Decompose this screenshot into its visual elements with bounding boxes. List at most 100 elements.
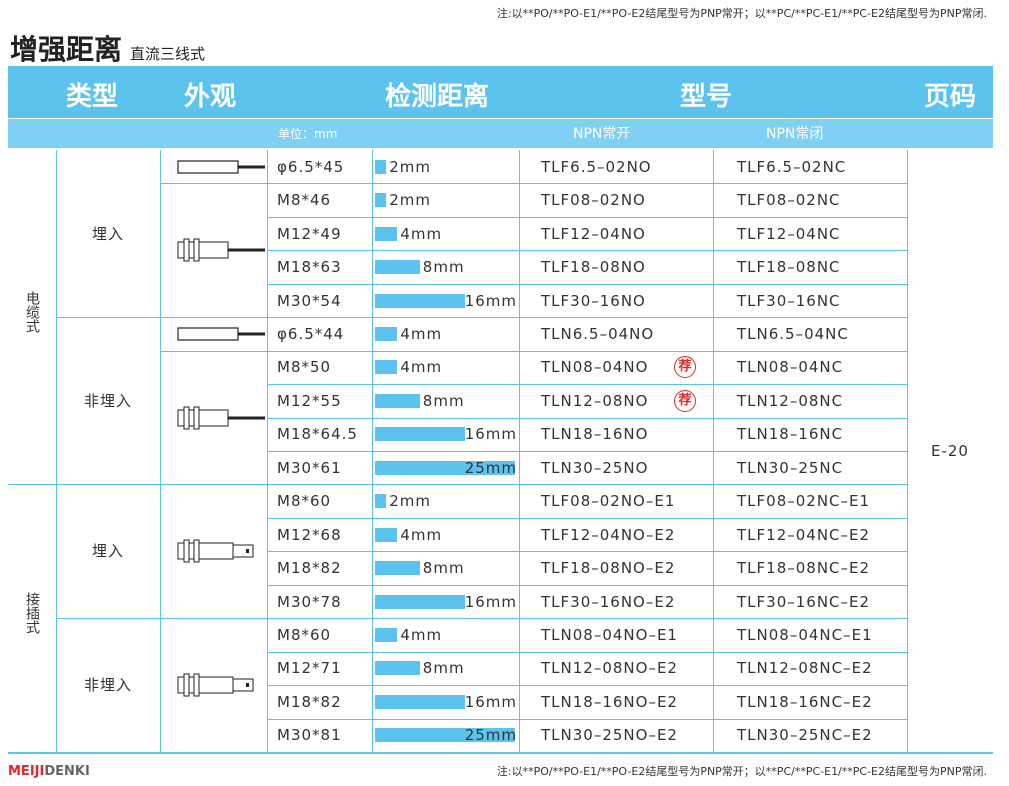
range-label: 16mm bbox=[464, 592, 517, 611]
model-nc: TLN12–08NC bbox=[737, 391, 844, 410]
range-label: 4mm bbox=[400, 324, 443, 343]
icon bbox=[177, 327, 265, 341]
model-nc: TLN30–25NC bbox=[737, 458, 844, 477]
icon bbox=[177, 160, 265, 174]
connection-type: 接插式 bbox=[24, 592, 40, 635]
size: M30*54 bbox=[277, 291, 342, 310]
model-no: TLN12–08NO–E2 bbox=[541, 659, 678, 678]
range-bar bbox=[375, 226, 398, 241]
rule bbox=[519, 150, 520, 752]
size: M8*46 bbox=[277, 191, 332, 210]
header-page: 页码 bbox=[924, 82, 977, 112]
model-no: TLN12–08NO bbox=[541, 391, 649, 410]
range-bar bbox=[375, 293, 465, 308]
footer-note: 注:以**PO/**PO-E1/**PO-E2结尾型号为PNP常开；以**PC/… bbox=[496, 765, 987, 778]
size: M8*60 bbox=[277, 625, 332, 644]
model-no: TLF30–16NO bbox=[541, 291, 646, 310]
size: M30*81 bbox=[277, 726, 342, 745]
header-model: 型号 bbox=[680, 82, 733, 112]
range-bar bbox=[375, 527, 398, 542]
badge: 荐 bbox=[674, 389, 696, 412]
brand-a: MEIJI bbox=[8, 764, 45, 779]
size: M18*82 bbox=[277, 559, 342, 578]
range-label: 8mm bbox=[422, 559, 465, 578]
header-range: 检测距离 bbox=[385, 82, 490, 112]
sensor-icon bbox=[160, 321, 267, 347]
connection-type: 电缆式 bbox=[24, 291, 40, 334]
model-nc: TLF12–04NC bbox=[737, 224, 841, 243]
size: M12*49 bbox=[277, 224, 342, 243]
rule bbox=[713, 150, 714, 752]
range-label: 4mm bbox=[400, 224, 443, 243]
range-bar bbox=[375, 159, 387, 174]
model-nc: TLF30–16NC bbox=[737, 291, 841, 310]
rule bbox=[267, 585, 907, 586]
rule bbox=[267, 652, 907, 653]
model-no: TLF6.5–02NO bbox=[541, 157, 652, 176]
rule bbox=[267, 451, 907, 452]
model-no: TLN08–04NO–E1 bbox=[541, 625, 678, 644]
model-nc: TLF18–08NC–E2 bbox=[737, 559, 871, 578]
rule bbox=[56, 618, 907, 619]
rule bbox=[267, 217, 907, 218]
rule bbox=[160, 351, 907, 352]
model-nc: TLF08–02NC bbox=[737, 191, 841, 210]
model-nc: TLN30–25NC–E2 bbox=[737, 726, 873, 745]
range-bar bbox=[375, 393, 420, 408]
range-label: 2mm bbox=[389, 191, 431, 210]
size: M8*60 bbox=[277, 492, 332, 511]
subheader-band bbox=[8, 119, 993, 148]
rule bbox=[267, 284, 907, 285]
model-no: TLF30–16NO–E2 bbox=[541, 592, 676, 611]
icon bbox=[177, 238, 265, 262]
header-appearance: 外观 bbox=[184, 82, 237, 112]
header-npn-nc: NPN常闭 bbox=[766, 126, 824, 142]
range-bar bbox=[375, 260, 420, 275]
model-nc: TLN18–16NC–E2 bbox=[737, 692, 873, 711]
sensor-icon bbox=[160, 538, 267, 564]
sensor-icon bbox=[160, 237, 267, 263]
size: M30*78 bbox=[277, 592, 342, 611]
rule bbox=[160, 183, 907, 184]
model-nc: TLN12–08NC–E2 bbox=[737, 659, 873, 678]
rule bbox=[267, 384, 907, 385]
model-no: TLN30–25NO bbox=[541, 458, 649, 477]
range-bar bbox=[375, 627, 398, 642]
range-bar bbox=[375, 360, 398, 375]
rule bbox=[267, 518, 907, 519]
range-label: 4mm bbox=[400, 358, 443, 377]
icon bbox=[177, 539, 254, 563]
rule bbox=[56, 150, 57, 752]
model-no: TLN18–16NO bbox=[541, 425, 649, 444]
model-nc: TLF30–16NC–E2 bbox=[737, 592, 871, 611]
sensor-icon bbox=[160, 672, 267, 698]
icon bbox=[177, 406, 265, 430]
rule bbox=[8, 484, 907, 485]
rule bbox=[907, 150, 908, 752]
range-bar bbox=[375, 427, 465, 442]
range-bar bbox=[375, 494, 387, 509]
rule bbox=[56, 317, 907, 318]
rule bbox=[267, 250, 907, 251]
rule bbox=[267, 150, 268, 752]
range-label: 25mm bbox=[464, 458, 517, 477]
brand-b: DENKI bbox=[44, 764, 90, 779]
size: M30*61 bbox=[277, 458, 342, 477]
range-label: 16mm bbox=[464, 425, 517, 444]
range-label: 8mm bbox=[422, 258, 465, 277]
rule bbox=[267, 685, 907, 686]
rule bbox=[8, 752, 993, 754]
range-bar bbox=[375, 728, 515, 743]
model-no: TLN30–25NO–E2 bbox=[541, 726, 678, 745]
model-nc: TLF12–04NC–E2 bbox=[737, 525, 871, 544]
model-nc: TLN08–04NC bbox=[737, 358, 844, 377]
size: M18*63 bbox=[277, 258, 342, 277]
model-nc: TLF18–08NC bbox=[737, 258, 841, 277]
sensor-icon bbox=[160, 154, 267, 180]
model-no: TLF18–08NO bbox=[541, 258, 646, 277]
model-nc: TLF6.5–02NC bbox=[737, 157, 847, 176]
page-number: E-20 bbox=[931, 442, 969, 460]
rule bbox=[267, 418, 907, 419]
range-bar bbox=[375, 694, 465, 709]
